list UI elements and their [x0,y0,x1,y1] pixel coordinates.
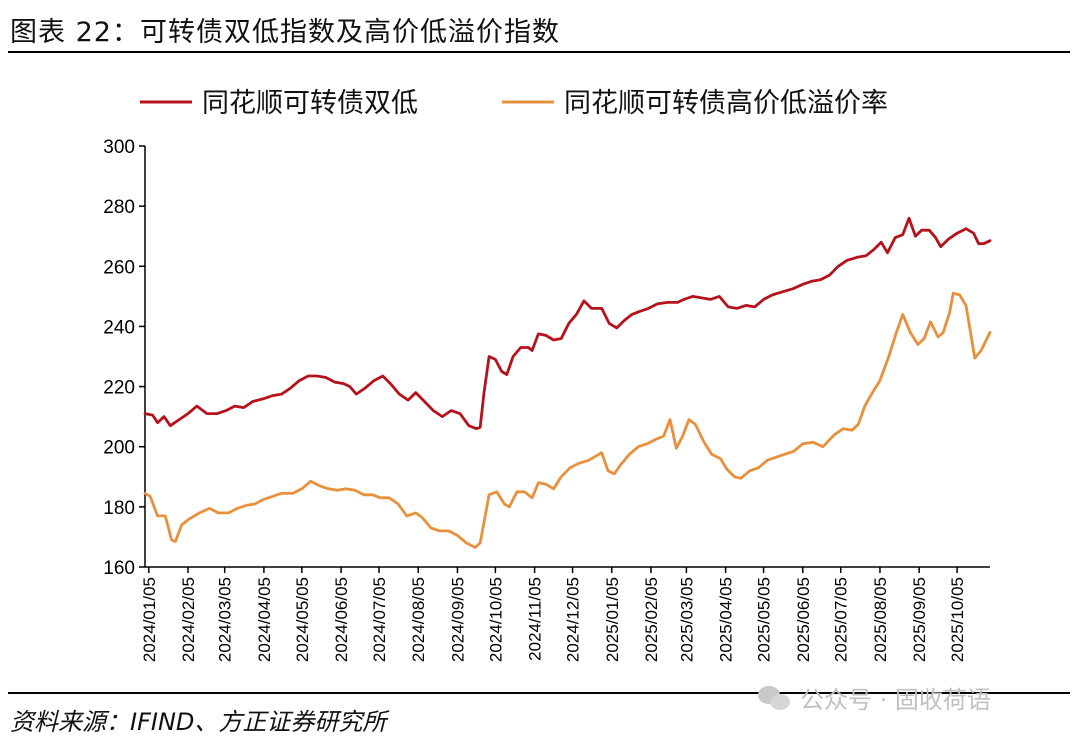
y-tick-label: 180 [103,498,135,519]
y-tick-label: 200 [103,438,135,459]
legend-label-1: 同花顺可转债双低 [202,88,418,119]
x-tick-label: 2025/02/05 [642,577,661,662]
series-line-2 [143,291,992,549]
x-tick-label: 2025/04/05 [717,577,736,662]
source-note: 资料来源：IFIND、方正证券研究所 [10,708,387,736]
y-tick-label: 240 [103,317,135,338]
x-tick-label: 2024/07/05 [370,577,389,662]
x-tick-label: 2025/09/05 [910,577,929,662]
x-tick-label: 2024/08/05 [409,577,428,662]
y-tick-label: 280 [103,197,135,218]
x-tick-label: 2024/12/05 [564,577,583,662]
x-tick-label: 2024/04/05 [255,577,274,662]
wechat-icon [758,684,792,712]
x-tick-label: 2024/11/05 [526,577,545,661]
y-tick-label: 260 [103,257,135,278]
series-line-1 [143,216,992,431]
line-chart: 160 180 200 220 240 260 280 300 2024/01/05 2024/0… [103,88,992,662]
y-tick-label: 220 [103,378,135,399]
legend-label-2: 同花顺可转债高价低溢价率 [564,88,888,119]
y-tick-label: 300 [103,137,135,158]
y-tick-label: 160 [103,558,135,579]
x-tick-label: 2024/05/05 [293,577,312,662]
source-rule [8,692,1070,694]
figure-title: 图表 22：可转债双低指数及高价低溢价指数 [10,17,560,48]
x-tick-label: 2025/05/05 [755,577,774,662]
x-tick-label: 2024/03/05 [216,577,235,662]
x-tick-label: 2025/10/05 [948,577,967,662]
watermark: 公众号 · 固收荷语 [758,680,991,715]
x-tick-label: 2025/08/05 [871,577,890,662]
watermark-label: 公众号 · 固收荷语 [800,686,991,714]
x-tick-label: 2024/09/05 [448,577,467,662]
x-tick-label: 2024/06/05 [332,577,351,662]
x-tick-label: 2025/01/05 [603,577,622,662]
x-tick-label: 2024/10/05 [486,577,505,662]
x-tick-label: 2024/02/05 [179,577,198,662]
x-tick-label: 2025/07/05 [832,577,851,662]
title-rule [8,51,1070,53]
x-tick-label: 2025/03/05 [677,577,696,662]
x-tick-label: 2025/06/05 [794,577,813,662]
x-tick-label: 2024/01/05 [140,577,159,662]
